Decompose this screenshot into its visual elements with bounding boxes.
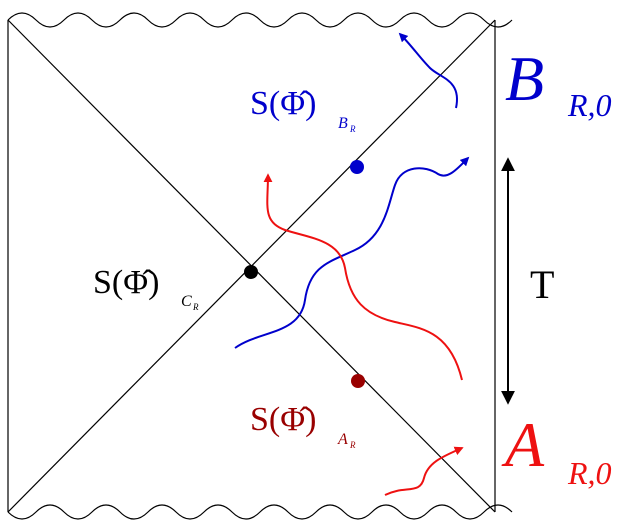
b-region-subscript: R,0 [567,87,612,123]
center-point-dot [244,265,258,279]
lower-entropy-label: S(Φ̂) [250,401,316,438]
upper-entropy-label: S(Φ̂) [250,85,316,122]
center-entropy-label: S(Φ̂) [93,264,159,301]
lower-label-subsubscript: R [349,440,356,450]
red-wavy-arrow-bottom [384,446,464,496]
top-singularity-wavy-edge [7,12,513,28]
upper-label-subsubscript: R [349,124,356,134]
lower-label-subscript: A [337,431,348,448]
bottom-singularity-wavy-edge [7,504,513,520]
a-region-subscript: R,0 [567,455,612,491]
upper-label-subscript: B [338,115,348,132]
center-label-subsubscript: R [192,302,199,312]
red-wavy-arrow-long [263,173,463,381]
lower-point-dot [351,374,365,388]
center-label-subscript: C [181,293,192,310]
time-interval-label: T [530,262,554,307]
blue-wavy-arrow-long [234,156,470,349]
upper-point-dot [350,160,364,174]
a-region-label: A [501,409,545,480]
blue-wavy-arrow-top [398,32,459,109]
b-region-label: B [505,43,544,114]
